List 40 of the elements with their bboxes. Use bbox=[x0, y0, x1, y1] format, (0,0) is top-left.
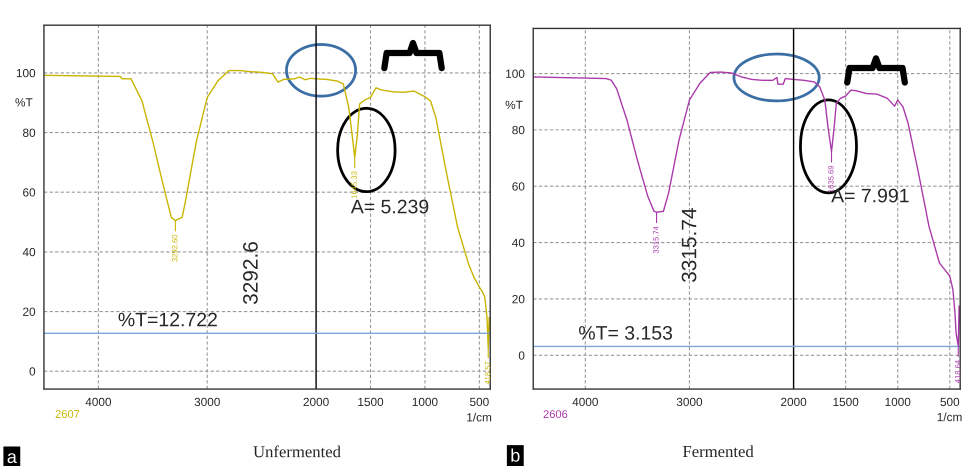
x-tick-label: 4000 bbox=[572, 398, 598, 406]
text: 2606 bbox=[544, 410, 568, 418]
x-tick-label: 500 bbox=[470, 398, 489, 406]
x-tick-label: 1500 bbox=[833, 398, 858, 406]
text: 2607 bbox=[56, 410, 80, 418]
x-tick-label: 500 bbox=[940, 398, 960, 406]
x-tick-label: 1000 bbox=[885, 398, 910, 406]
ref-line-label: %T= 3.153 bbox=[579, 326, 672, 340]
y-tick-label: 40 bbox=[512, 238, 524, 247]
y-axis-title: %T bbox=[15, 98, 32, 106]
y-tick-label: 20 bbox=[512, 294, 524, 304]
y-tick-label: 20 bbox=[23, 308, 36, 316]
y-tick-label: 60 bbox=[512, 182, 524, 191]
annotation: A= 5.239 bbox=[350, 200, 428, 214]
y-tick-label: 40 bbox=[22, 248, 36, 256]
text: Fermented bbox=[682, 445, 754, 458]
x-tick-label: 1500 bbox=[358, 398, 384, 406]
y-tick-label: 0 bbox=[518, 351, 524, 360]
x-tick-label: 2000 bbox=[781, 398, 806, 406]
text: b bbox=[511, 448, 520, 462]
annotation: A= 7.991 bbox=[831, 188, 909, 202]
y-axis-title: %T bbox=[506, 100, 523, 110]
text: Unfermented bbox=[253, 445, 341, 458]
x-tick-label: 2000 bbox=[304, 398, 329, 406]
x-axis-title: 1/cm bbox=[467, 412, 492, 422]
y-tick-label: 80 bbox=[23, 128, 36, 137]
y-tick-label: 80 bbox=[512, 126, 524, 134]
y-tick-label: 0 bbox=[30, 367, 36, 376]
x-tick-label: 4000 bbox=[86, 398, 112, 406]
annotation: 3315.74 bbox=[682, 208, 696, 282]
x-axis-title: 1/cm bbox=[938, 412, 962, 422]
ref-line-label: %T=12.722 bbox=[118, 312, 217, 326]
y-tick-label: 60 bbox=[23, 188, 36, 197]
x-tick-label: 1000 bbox=[412, 398, 438, 406]
y-tick-label: 100 bbox=[506, 70, 524, 78]
y-tick-label: 100 bbox=[16, 68, 36, 78]
x-tick-label: 3000 bbox=[194, 398, 220, 406]
annotation: 3292.6 bbox=[243, 242, 258, 304]
x-tick-label: 3000 bbox=[676, 398, 702, 406]
text: a bbox=[8, 453, 17, 464]
